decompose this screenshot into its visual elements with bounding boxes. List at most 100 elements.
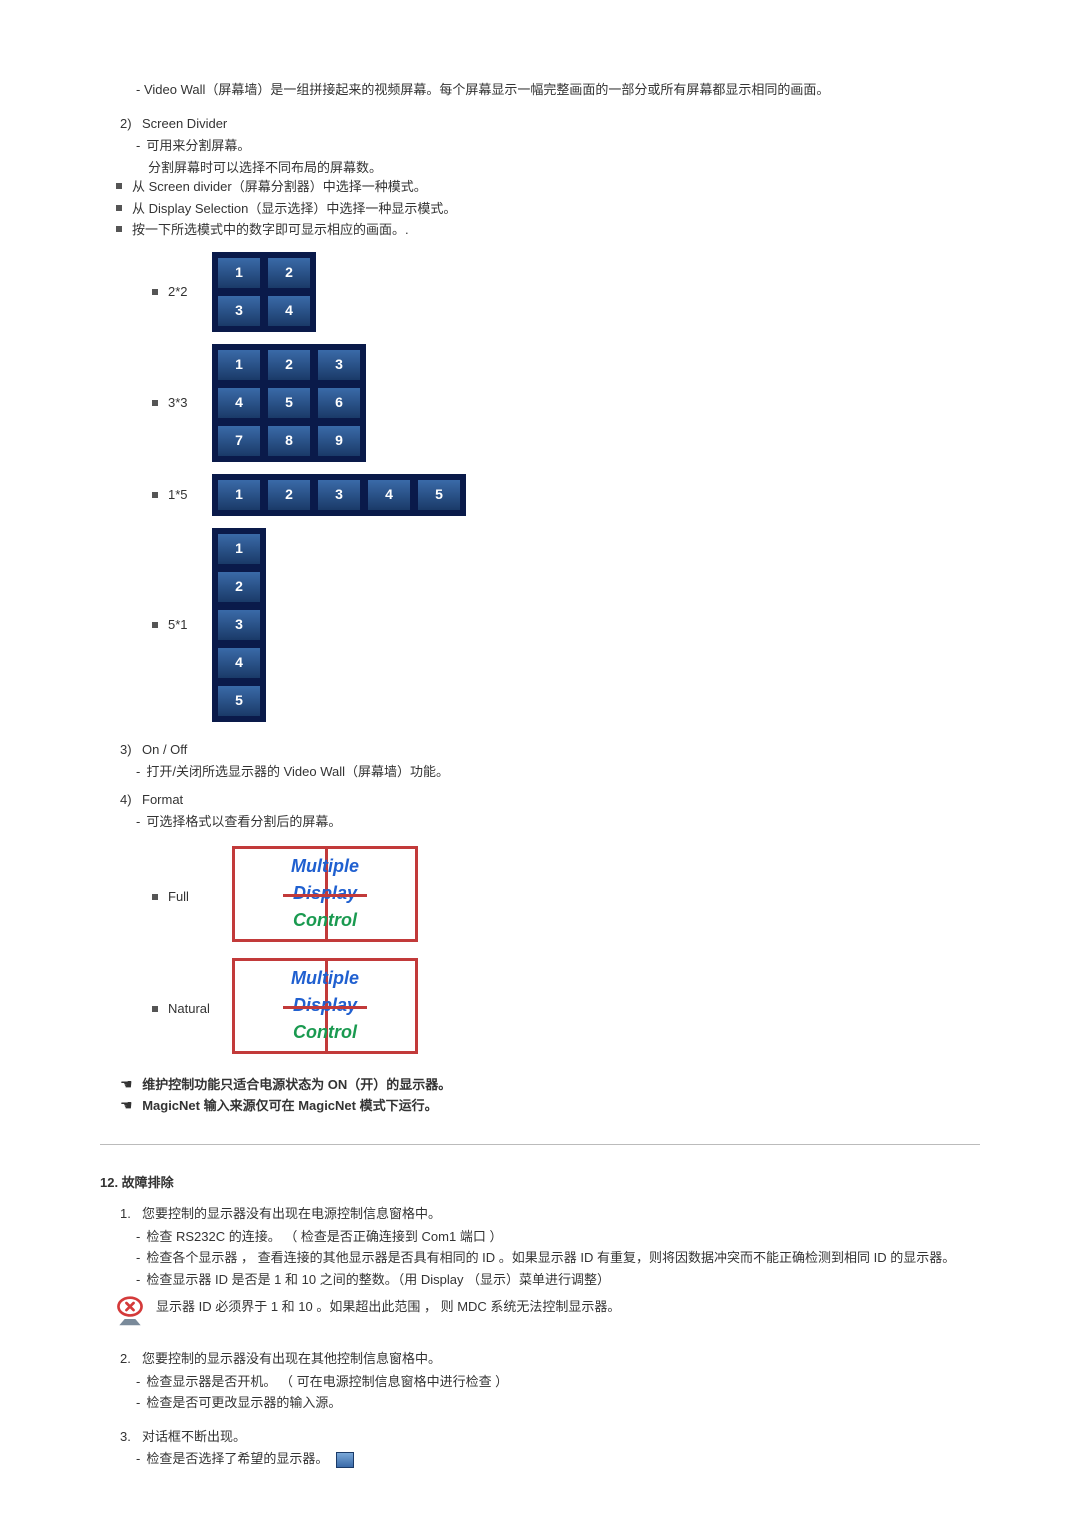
screen-grid: 1234 bbox=[212, 252, 316, 332]
grid-cell: 8 bbox=[266, 424, 312, 458]
grid-cell: 5 bbox=[266, 386, 312, 420]
trouble-1-label: 1. bbox=[120, 1204, 142, 1224]
grid-cell: 3 bbox=[216, 294, 262, 328]
dash: - bbox=[136, 1393, 140, 1413]
format-label: Natural bbox=[168, 999, 210, 1019]
format-row-natural: Natural MultipleDisplayControl bbox=[152, 958, 980, 1060]
warning-icon bbox=[112, 1295, 148, 1327]
trouble-3-label: 3. bbox=[120, 1427, 142, 1447]
t3-d1: - 检查是否选择了希望的显示器。 bbox=[136, 1449, 980, 1469]
note-2: ☚ MagicNet 输入来源仅可在 MagicNet 模式下运行。 bbox=[120, 1095, 980, 1116]
grid-row-2*2: 2*21234 bbox=[152, 252, 980, 332]
t2-d2: - 检查是否可更改显示器的输入源。 bbox=[136, 1393, 980, 1413]
grid-cell: 4 bbox=[366, 478, 412, 512]
grids-container: 2*212343*31234567891*5123455*112345 bbox=[152, 252, 980, 722]
dash: - bbox=[136, 812, 140, 832]
grid-cell: 1 bbox=[216, 256, 262, 290]
grid-cell: 3 bbox=[216, 608, 262, 642]
screen-grid: 12345 bbox=[212, 528, 266, 722]
note-1-text: 维护控制功能只适合电源状态为 ON（开）的显示器。 bbox=[142, 1077, 451, 1092]
divider bbox=[100, 1144, 980, 1145]
i4-dash-1: - 可选择格式以查看分割后的屏幕。 bbox=[136, 812, 980, 832]
grid-cell: 1 bbox=[216, 348, 262, 382]
pointer-icon: ☚ bbox=[120, 1074, 133, 1095]
trouble-2: 2. 您要控制的显示器没有出现在其他控制信息窗格中。 bbox=[120, 1349, 980, 1369]
grid-cell: 1 bbox=[216, 532, 262, 566]
small-box-icon bbox=[336, 1452, 354, 1468]
grid-row-3*3: 3*3 123 456 789 bbox=[152, 344, 980, 462]
grid-row-1*5: 1*5 12345 bbox=[152, 474, 980, 516]
bullet-disc bbox=[116, 205, 122, 211]
bullet-disc bbox=[152, 400, 158, 406]
trouble-3: 3. 对话框不断出现。 bbox=[120, 1427, 980, 1447]
grid-cell: 2 bbox=[216, 570, 262, 604]
bullet-disc bbox=[152, 492, 158, 498]
i4-d1-text: 可选择格式以查看分割后的屏幕。 bbox=[146, 812, 341, 832]
grid-label: 3*3 bbox=[168, 393, 188, 413]
warning-text: 显示器 ID 必须界于 1 和 10 。如果超出此范围 ， 则 MDC 系统无法… bbox=[156, 1295, 620, 1317]
grid-cell: 4 bbox=[266, 294, 312, 328]
grid-cell: 9 bbox=[316, 424, 362, 458]
i2-bullet-2: 从 Display Selection（显示选择）中选择一种显示模式。 bbox=[116, 199, 980, 219]
t2-d1-text: 检查显示器是否开机。 （ 可在电源控制信息窗格中进行检查 ） bbox=[146, 1372, 508, 1392]
format-container: Full MultipleDisplayControl Natural Multipl… bbox=[152, 846, 980, 1060]
item-4-row: 4) Format bbox=[120, 790, 980, 810]
trouble-3-text: 对话框不断出现。 bbox=[142, 1427, 246, 1447]
screen-grid: 12345 bbox=[212, 474, 466, 516]
i2-d1b: 分割屏幕时可以选择不同布局的屏幕数。 bbox=[148, 158, 980, 178]
t1-d2-text: 检查各个显示器 ， 查看连接的其他显示器是否具有相同的 ID 。如果显示器 ID… bbox=[146, 1248, 955, 1268]
item-3-title: On / Off bbox=[142, 740, 187, 760]
note-2-text: MagicNet 输入来源仅可在 MagicNet 模式下运行。 bbox=[142, 1098, 437, 1113]
item-4-title: Format bbox=[142, 790, 183, 810]
grid-label: 5*1 bbox=[168, 615, 188, 635]
item-4-label: 4) bbox=[120, 790, 142, 810]
trouble-2-label: 2. bbox=[120, 1349, 142, 1369]
format-label: Full bbox=[168, 887, 189, 907]
item-2-label: 2) bbox=[120, 114, 142, 134]
grid-cell: 1 bbox=[216, 478, 262, 512]
grid-label: 1*5 bbox=[168, 485, 188, 505]
dash: - bbox=[136, 1248, 140, 1268]
grid-cell: 2 bbox=[266, 348, 312, 382]
grid-cell: 4 bbox=[216, 386, 262, 420]
grid-cell: 7 bbox=[216, 424, 262, 458]
bullet-disc bbox=[116, 226, 122, 232]
i2-b3-text: 按一下所选模式中的数字即可显示相应的画面。. bbox=[132, 220, 409, 240]
t2-d1: - 检查显示器是否开机。 （ 可在电源控制信息窗格中进行检查 ） bbox=[136, 1372, 980, 1392]
i2-d1-text: 可用来分割屏幕。 bbox=[146, 136, 250, 156]
dash: - bbox=[136, 1449, 140, 1469]
t2-d2-text: 检查是否可更改显示器的输入源。 bbox=[146, 1393, 341, 1413]
trouble-1: 1. 您要控制的显示器没有出现在电源控制信息窗格中。 bbox=[120, 1204, 980, 1224]
dash: - bbox=[136, 762, 140, 782]
bullet-disc bbox=[116, 183, 122, 189]
t1-d3: - 检查显示器 ID 是否是 1 和 10 之间的整数。（用 Display （… bbox=[136, 1270, 980, 1290]
format-image: MultipleDisplayControl bbox=[232, 846, 418, 942]
i3-dash-1: - 打开/关闭所选显示器的 Video Wall（屏幕墙）功能。 bbox=[136, 762, 980, 782]
grid-cell: 4 bbox=[216, 646, 262, 680]
video-wall-text: - Video Wall（屏幕墙）是一组拼接起来的视频屏幕。每个屏幕显示一幅完整… bbox=[136, 80, 829, 100]
i2-bullet-1: 从 Screen divider（屏幕分割器）中选择一种模式。 bbox=[116, 177, 980, 197]
i2-b2-text: 从 Display Selection（显示选择）中选择一种显示模式。 bbox=[132, 199, 456, 219]
bullet-disc bbox=[152, 622, 158, 628]
i2-d1b-text: 分割屏幕时可以选择不同布局的屏幕数。 bbox=[148, 160, 382, 175]
t1-d2: - 检查各个显示器 ， 查看连接的其他显示器是否具有相同的 ID 。如果显示器 … bbox=[136, 1248, 980, 1268]
bullet-disc bbox=[152, 1006, 158, 1012]
grid-cell: 2 bbox=[266, 256, 312, 290]
dash: - bbox=[136, 1372, 140, 1392]
grid-cell: 3 bbox=[316, 348, 362, 382]
format-image: MultipleDisplayControl bbox=[232, 958, 418, 1054]
grid-cell: 6 bbox=[316, 386, 362, 420]
bullet-disc bbox=[152, 894, 158, 900]
note-1: ☚ 维护控制功能只适合电源状态为 ON（开）的显示器。 bbox=[120, 1074, 980, 1095]
dash: - bbox=[136, 1270, 140, 1290]
grid-row-5*1: 5*112345 bbox=[152, 528, 980, 722]
dash: - bbox=[136, 1227, 140, 1247]
i2-dash-1: - 可用来分割屏幕。 bbox=[136, 136, 980, 156]
grid-cell: 5 bbox=[416, 478, 462, 512]
trouble-2-text: 您要控制的显示器没有出现在其他控制信息窗格中。 bbox=[142, 1349, 441, 1369]
i3-d1-text: 打开/关闭所选显示器的 Video Wall（屏幕墙）功能。 bbox=[146, 762, 449, 782]
t1-d1: - 检查 RS232C 的连接。 （ 检查是否正确连接到 Com1 端口 ） bbox=[136, 1227, 980, 1247]
section-12-heading: 12. 故障排除 bbox=[100, 1173, 980, 1193]
screen-grid: 123 456 789 bbox=[212, 344, 366, 462]
t1-d3-text: 检查显示器 ID 是否是 1 和 10 之间的整数。（用 Display （显示… bbox=[146, 1270, 610, 1290]
